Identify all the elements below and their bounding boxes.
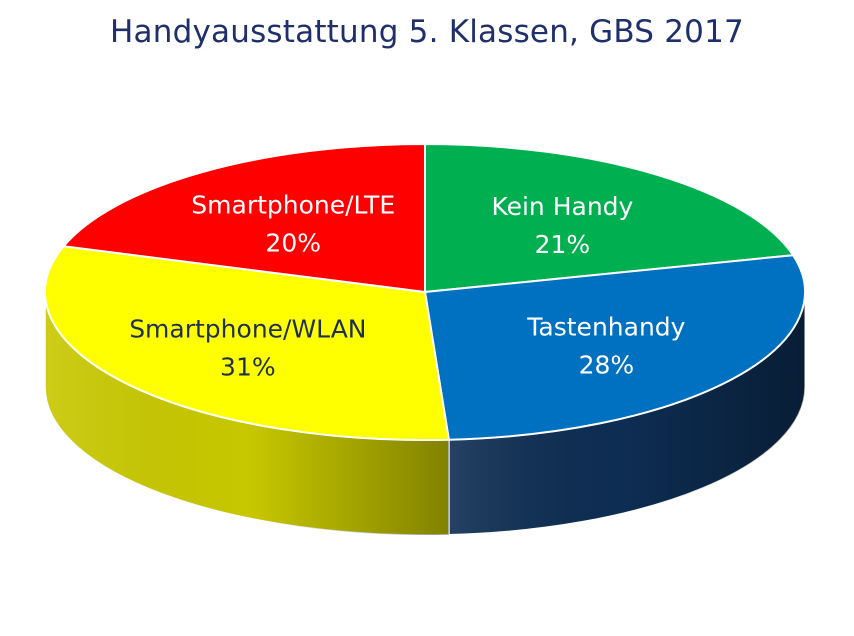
pie-slice-smartphone-wlan: [44, 245, 450, 441]
slice-label-tastenhandy: Tastenhandy: [526, 312, 685, 341]
slice-value-kein-handy: 21%: [535, 230, 591, 259]
slice-label-smartphone-wlan: Smartphone/WLAN: [129, 315, 366, 344]
slice-value-tastenhandy: 28%: [579, 350, 635, 379]
slice-value-smartphone-lte: 20%: [265, 228, 321, 257]
slice-label-kein-handy: Kein Handy: [491, 192, 633, 221]
pie-slice-tastenhandy: [424, 254, 806, 441]
pie-sides: [44, 291, 806, 536]
pie-tops: [44, 143, 806, 441]
slice-value-smartphone-wlan: 31%: [220, 353, 276, 382]
pie-labels: Kein Handy 21% Tastenhandy 28% Smartphone/WL…: [129, 190, 685, 381]
pie-slice-smartphone-lte: [62, 143, 426, 293]
chart-title: Handyausstattung 5. Klassen, GBS 2017: [110, 14, 744, 50]
pie-slice-kein-handy: [424, 143, 795, 293]
pie-side-shade-tastenhandy: [448, 292, 805, 535]
pie-side-shade-smartphone-wlan: [45, 292, 449, 535]
slice-label-smartphone-lte: Smartphone/LTE: [191, 190, 395, 219]
